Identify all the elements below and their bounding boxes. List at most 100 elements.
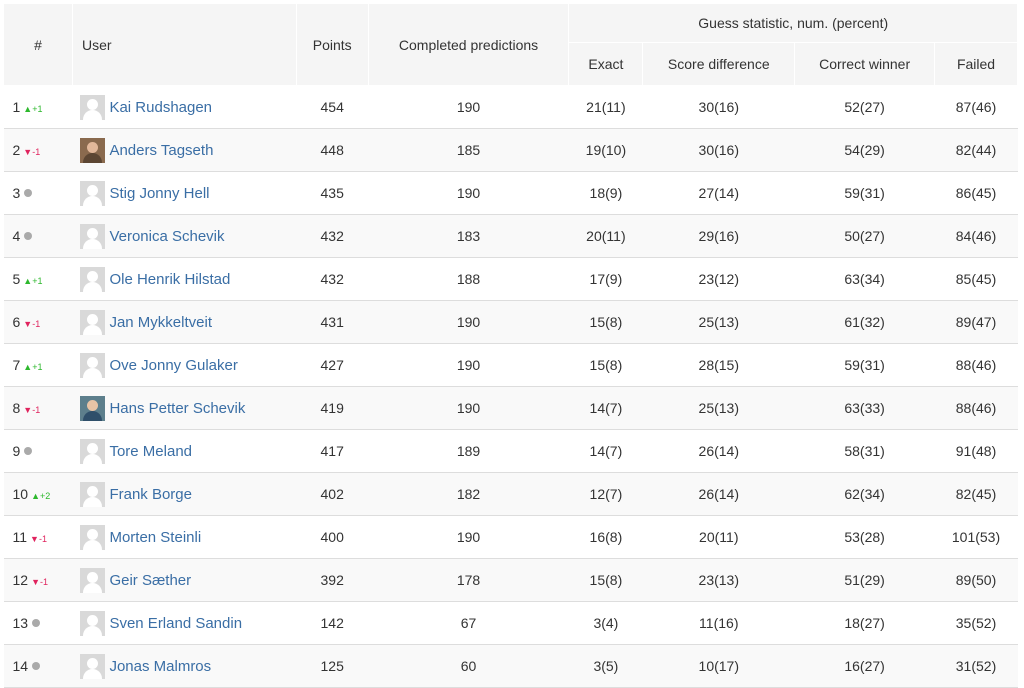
- correct-winner-cell: 54(29): [794, 128, 935, 172]
- correct-winner-cell: 59(31): [794, 343, 935, 387]
- rank-cell: 11 ▼-1: [3, 515, 73, 559]
- user-cell: Morten Steinli: [72, 515, 297, 559]
- correct-winner-cell: 59(31): [794, 171, 935, 215]
- completed-cell: 190: [368, 515, 569, 559]
- rank-number: 11: [12, 529, 28, 545]
- user-name-link[interactable]: Kai Rudshagen: [109, 98, 213, 116]
- score-difference-cell: 25(13): [642, 386, 795, 430]
- exact-cell: 15(8): [568, 343, 643, 387]
- user-name-link[interactable]: Tore Meland: [109, 442, 192, 460]
- user-name-link[interactable]: Anders Tagseth: [109, 141, 214, 159]
- correct-winner-cell: 62(34): [794, 472, 935, 516]
- user-name-link[interactable]: Hans Petter Schevik: [109, 399, 246, 417]
- table-row: 11 ▼-1 Morten Steinli 400 190 16(8) 20(11) 53(2…: [3, 515, 1018, 559]
- exact-cell: 3(5): [568, 644, 643, 688]
- rank-number: 10: [12, 486, 29, 502]
- rank-up-indicator: ▲+1: [23, 362, 43, 372]
- triangle-down-icon: ▼: [30, 534, 39, 544]
- rank-number: 5: [12, 271, 21, 287]
- user-avatar-icon[interactable]: [80, 481, 106, 507]
- completed-cell: 190: [368, 171, 569, 215]
- failed-cell: 85(45): [934, 257, 1018, 301]
- completed-cell: 190: [368, 300, 569, 344]
- user-cell: Veronica Schevik: [72, 214, 297, 258]
- user-avatar-icon[interactable]: [80, 137, 106, 163]
- user-avatar-icon[interactable]: [80, 567, 106, 593]
- user-avatar-icon[interactable]: [80, 223, 106, 249]
- correct-winner-cell: 51(29): [794, 558, 935, 602]
- rank-cell: 13: [3, 601, 73, 645]
- table-row: 5 ▲+1 Ole Henrik Hilstad 432 188 17(9) 23(12) 6…: [3, 257, 1018, 301]
- guess-statistic-header: Guess statistic, num. (percent): [568, 3, 1018, 43]
- user-avatar-icon[interactable]: [80, 94, 106, 120]
- rank-number: 3: [12, 185, 21, 201]
- user-name-link[interactable]: Ove Jonny Gulaker: [109, 356, 238, 374]
- user-avatar-icon[interactable]: [80, 438, 106, 464]
- points-cell: 427: [296, 343, 369, 387]
- score-difference-cell: 29(16): [642, 214, 795, 258]
- exact-cell: 20(11): [568, 214, 643, 258]
- score-difference-cell: 23(13): [642, 558, 795, 602]
- user-name-link[interactable]: Frank Borge: [109, 485, 192, 503]
- points-cell: 432: [296, 257, 369, 301]
- rank-cell: 1 ▲+1: [3, 85, 73, 129]
- failed-cell: 84(46): [934, 214, 1018, 258]
- user-name-link[interactable]: Jan Mykkeltveit: [109, 313, 212, 331]
- user-cell: Kai Rudshagen: [72, 85, 297, 129]
- user-name-link[interactable]: Veronica Schevik: [109, 227, 225, 245]
- correct-winner-cell: 63(34): [794, 257, 935, 301]
- completed-cell: 178: [368, 558, 569, 602]
- correct-winner-cell: 18(27): [794, 601, 935, 645]
- rank-number: 8: [12, 400, 21, 416]
- score-difference-cell: 28(15): [642, 343, 795, 387]
- user-avatar-icon[interactable]: [80, 395, 106, 421]
- user-cell: Frank Borge: [72, 472, 297, 516]
- rank-number: 13: [12, 615, 29, 631]
- user-name-link[interactable]: Ole Henrik Hilstad: [109, 270, 231, 288]
- user-avatar-icon[interactable]: [80, 352, 106, 378]
- triangle-up-icon: ▲: [31, 491, 40, 501]
- rank-up-indicator: ▲+1: [23, 104, 43, 114]
- rank-number: 14: [12, 658, 29, 674]
- user-name-link[interactable]: Sven Erland Sandin: [109, 614, 243, 632]
- correct-winner-cell: 53(28): [794, 515, 935, 559]
- rank-cell: 5 ▲+1: [3, 257, 73, 301]
- user-avatar-icon[interactable]: [80, 610, 106, 636]
- points-cell: 402: [296, 472, 369, 516]
- exact-cell: 3(4): [568, 601, 643, 645]
- dot-icon: [24, 447, 33, 455]
- user-avatar-icon[interactable]: [80, 266, 106, 292]
- failed-cell: 86(45): [934, 171, 1018, 215]
- dot-icon: [32, 619, 41, 627]
- triangle-down-icon: ▼: [31, 577, 40, 587]
- rank-cell: 9: [3, 429, 73, 473]
- user-avatar-icon[interactable]: [80, 309, 106, 335]
- user-cell: Tore Meland: [72, 429, 297, 473]
- table-row: 14 Jonas Malmros 125 60 3(5) 10(17) 16(27) 31(5…: [3, 644, 1018, 688]
- exact-cell: 19(10): [568, 128, 643, 172]
- score-difference-cell: 25(13): [642, 300, 795, 344]
- score-difference-cell: 23(12): [642, 257, 795, 301]
- completed-cell: 190: [368, 386, 569, 430]
- table-row: 6 ▼-1 Jan Mykkeltveit 431 190 15(8) 25(13) 61(3…: [3, 300, 1018, 344]
- failed-cell: 89(50): [934, 558, 1018, 602]
- correct-winner-header: Correct winner: [794, 42, 936, 86]
- score-difference-cell: 30(16): [642, 85, 795, 129]
- user-avatar-icon[interactable]: [80, 524, 106, 550]
- failed-cell: 82(44): [934, 128, 1018, 172]
- triangle-down-icon: ▼: [23, 147, 33, 157]
- user-avatar-icon[interactable]: [80, 653, 106, 679]
- rank-up-indicator: ▲+2: [31, 491, 51, 501]
- failed-cell: 88(46): [934, 386, 1018, 430]
- user-avatar-icon[interactable]: [80, 180, 106, 206]
- rank-cell: 12 ▼-1: [3, 558, 73, 602]
- exact-cell: 14(7): [568, 386, 643, 430]
- user-name-link[interactable]: Morten Steinli: [109, 528, 202, 546]
- user-cell: Hans Petter Schevik: [72, 386, 297, 430]
- user-name-link[interactable]: Geir Sæther: [109, 571, 192, 589]
- score-difference-cell: 26(14): [642, 429, 795, 473]
- exact-cell: 21(11): [568, 85, 643, 129]
- user-name-link[interactable]: Jonas Malmros: [109, 657, 212, 675]
- exact-header: Exact: [568, 42, 644, 86]
- user-name-link[interactable]: Stig Jonny Hell: [109, 184, 210, 202]
